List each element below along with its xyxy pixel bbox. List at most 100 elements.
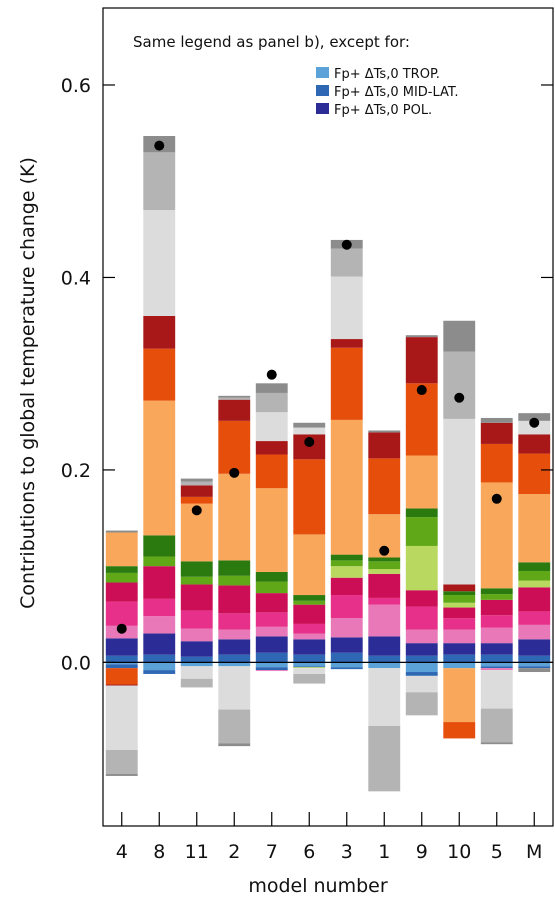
bar-segment [143, 535, 176, 557]
x-tick-label: 11 [185, 841, 209, 863]
legend-label: Fp+ ΔTs,0 POL. [334, 103, 432, 118]
bar-segment [480, 627, 513, 644]
bar-segment [255, 581, 288, 594]
x-tick-label: 2 [228, 841, 240, 863]
legend-item: Fp+ ΔTs,0 TROP. [316, 67, 440, 82]
bar-segment [180, 478, 213, 482]
bar-segment [293, 667, 326, 669]
x-tick-label: 5 [491, 841, 503, 863]
total-marker [491, 493, 502, 504]
bar-segment [443, 591, 476, 596]
bar-segment [368, 430, 401, 433]
bar-segment [405, 692, 438, 716]
total-marker [154, 140, 165, 151]
bar-segment [518, 580, 551, 588]
bar-segment [443, 722, 476, 739]
bar-7 [255, 383, 288, 672]
total-marker [304, 437, 315, 448]
y-tick-label: 0.2 [61, 460, 91, 482]
bar-segment [443, 643, 476, 655]
bar-2 [218, 395, 251, 747]
legend-note: Same legend as panel b), except for: [133, 33, 410, 51]
bar-segment [405, 455, 438, 509]
bar-segment [218, 397, 251, 400]
plot-frame [102, 7, 554, 827]
bar-segment [368, 662, 401, 669]
bar-segment [518, 453, 551, 494]
bar-segment [518, 587, 551, 612]
bar-segment [368, 561, 401, 570]
bar-4 [105, 530, 138, 776]
y-tick-label: 0.6 [61, 75, 91, 97]
bar-segment [518, 655, 551, 663]
bar-segment [218, 420, 251, 474]
bar-segment [368, 557, 401, 562]
bar-segment [105, 566, 138, 573]
bar-segment [180, 666, 213, 679]
bar-segment [218, 585, 251, 614]
bar-segment [143, 654, 176, 663]
bar-segment [405, 545, 438, 591]
bar-segment [105, 774, 138, 776]
bar-segment [405, 508, 438, 518]
bar-segment [143, 616, 176, 634]
y-tick-label: 0.4 [61, 267, 91, 289]
bar-segment [518, 668, 551, 673]
total-marker [379, 545, 390, 556]
bar-segment [180, 641, 213, 657]
bar-segment [405, 629, 438, 644]
bar-segment [255, 652, 288, 663]
bar-segment [405, 590, 438, 607]
bar-segment [255, 412, 288, 442]
bar-segment [443, 607, 476, 619]
bar-segment [143, 315, 176, 349]
total-marker [229, 467, 240, 478]
legend-item: Fp+ ΔTs,0 MID-LAT. [316, 85, 458, 100]
bar-segment [143, 400, 176, 536]
bar-segment [518, 639, 551, 656]
bar-segment [330, 560, 363, 567]
bar-segment [105, 684, 138, 686]
legend-item: Fp+ ΔTs,0 POL. [316, 103, 432, 118]
bar-segment [443, 668, 476, 723]
bar-9 [405, 335, 438, 716]
x-tick-label: 9 [416, 841, 428, 863]
bar-segment [293, 604, 326, 624]
bar-segment [105, 601, 138, 626]
bar-segment [180, 561, 213, 577]
bar-segment [255, 593, 288, 613]
x-tick-label: 1 [378, 841, 390, 863]
bar-segment [143, 152, 176, 211]
bar-segment [443, 629, 476, 644]
bar-segment [218, 613, 251, 630]
bar-segment [218, 575, 251, 586]
bar-segment [293, 459, 326, 535]
bar-segment [368, 432, 401, 459]
bar-segment [443, 662, 476, 669]
bar-segment [255, 488, 288, 572]
bar-segment [480, 662, 513, 667]
bar-segment [405, 662, 438, 673]
bar-segment [405, 655, 438, 663]
bar-5 [480, 417, 513, 745]
bar-segment [480, 708, 513, 743]
x-axis-title: model number [248, 875, 388, 897]
bar-segment [368, 458, 401, 515]
bar-segment [518, 611, 551, 625]
bar-segment [443, 602, 476, 608]
bar-segment [368, 725, 401, 792]
bar-segment [443, 351, 476, 419]
bar-segment [443, 595, 476, 603]
bar-segment [180, 628, 213, 642]
bar-segment [180, 678, 213, 688]
bar-segment [218, 743, 251, 747]
bar-segment [368, 636, 401, 656]
bar-segment [518, 562, 551, 571]
bar-segment [255, 441, 288, 455]
x-tick-label: 6 [303, 841, 315, 863]
bar-segment [330, 347, 363, 420]
bar-segment [255, 636, 288, 653]
bar-segment [518, 413, 551, 421]
bar-segment [218, 709, 251, 744]
